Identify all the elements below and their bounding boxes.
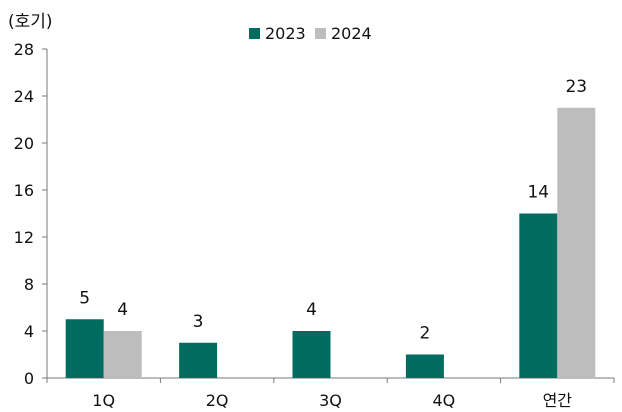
x-category-label: 1Q	[92, 391, 115, 410]
y-tick-label: 28	[14, 40, 34, 59]
data-label: 4	[306, 300, 317, 320]
bar-2023-2Q	[179, 342, 218, 378]
y-tick-label: 0	[24, 369, 34, 388]
x-category-label: 3Q	[319, 391, 342, 410]
y-tick-label: 20	[14, 134, 34, 153]
data-label: 23	[565, 77, 587, 97]
data-labels: 5 4 3 4 2 14 23	[79, 77, 587, 344]
x-category-label: 연간	[543, 391, 573, 410]
bar-2023-연간	[519, 213, 558, 378]
data-label: 2	[419, 324, 430, 344]
bar-2023-1Q	[65, 319, 104, 378]
legend: 2023 2024	[249, 24, 372, 43]
y-tick-label: 4	[24, 322, 34, 341]
y-tick-label: 8	[24, 275, 34, 294]
x-category-label: 4Q	[433, 391, 456, 410]
y-tick-label: 24	[14, 87, 34, 106]
y-unit-label: (호기)	[8, 12, 53, 32]
bars	[65, 107, 596, 378]
y-tick-label: 12	[14, 228, 34, 247]
data-label: 4	[117, 300, 128, 320]
legend-swatch-2024	[315, 28, 326, 39]
bar-2023-3Q	[292, 331, 331, 378]
data-label: 5	[79, 288, 90, 308]
legend-label: 2023	[265, 24, 306, 43]
legend-label: 2024	[331, 24, 372, 43]
bar-2024-1Q	[103, 331, 142, 378]
legend-swatch-2023	[249, 28, 260, 39]
data-label: 3	[193, 312, 204, 332]
y-tick-label: 16	[14, 181, 34, 200]
data-label: 14	[527, 183, 549, 203]
bar-2023-4Q	[405, 354, 444, 378]
x-category-label: 2Q	[206, 391, 229, 410]
bar-2024-연간	[557, 107, 596, 378]
